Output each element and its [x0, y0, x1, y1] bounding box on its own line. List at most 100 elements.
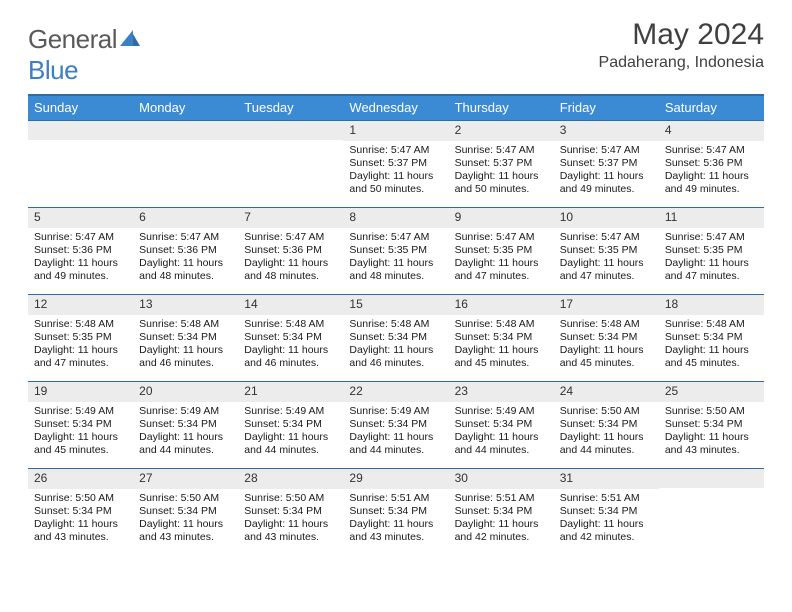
day-cell: 2Sunrise: 5:47 AMSunset: 5:37 PMDaylight…	[449, 121, 554, 207]
day-body: Sunrise: 5:47 AMSunset: 5:36 PMDaylight:…	[238, 228, 343, 288]
day-body: Sunrise: 5:49 AMSunset: 5:34 PMDaylight:…	[449, 402, 554, 462]
daylight-line1: Daylight: 11 hours	[34, 518, 127, 531]
daylight-line1: Daylight: 11 hours	[560, 257, 653, 270]
daylight-line1: Daylight: 11 hours	[139, 257, 232, 270]
daylight-line1: Daylight: 11 hours	[244, 431, 337, 444]
daylight-line1: Daylight: 11 hours	[560, 518, 653, 531]
sunrise-text: Sunrise: 5:51 AM	[560, 492, 653, 505]
day-number: 18	[659, 295, 764, 315]
daylight-line2: and 49 minutes.	[34, 270, 127, 283]
sunrise-text: Sunrise: 5:48 AM	[560, 318, 653, 331]
day-number: 8	[343, 208, 448, 228]
day-cell	[238, 121, 343, 207]
daylight-line2: and 49 minutes.	[665, 183, 758, 196]
sunrise-text: Sunrise: 5:51 AM	[349, 492, 442, 505]
logo-word-1: General	[28, 24, 117, 54]
day-number: 21	[238, 382, 343, 402]
day-cell: 23Sunrise: 5:49 AMSunset: 5:34 PMDayligh…	[449, 382, 554, 468]
day-body: Sunrise: 5:47 AMSunset: 5:35 PMDaylight:…	[343, 228, 448, 288]
day-body: Sunrise: 5:49 AMSunset: 5:34 PMDaylight:…	[28, 402, 133, 462]
sunset-text: Sunset: 5:34 PM	[560, 331, 653, 344]
daylight-line1: Daylight: 11 hours	[349, 344, 442, 357]
sunrise-text: Sunrise: 5:48 AM	[665, 318, 758, 331]
daylight-line2: and 43 minutes.	[244, 531, 337, 544]
sunset-text: Sunset: 5:34 PM	[560, 505, 653, 518]
day-cell: 12Sunrise: 5:48 AMSunset: 5:35 PMDayligh…	[28, 295, 133, 381]
day-cell: 30Sunrise: 5:51 AMSunset: 5:34 PMDayligh…	[449, 469, 554, 555]
daylight-line2: and 43 minutes.	[665, 444, 758, 457]
sunrise-text: Sunrise: 5:47 AM	[244, 231, 337, 244]
day-number: 9	[449, 208, 554, 228]
day-cell: 6Sunrise: 5:47 AMSunset: 5:36 PMDaylight…	[133, 208, 238, 294]
daylight-line2: and 44 minutes.	[560, 444, 653, 457]
daylight-line1: Daylight: 11 hours	[244, 257, 337, 270]
day-cell: 22Sunrise: 5:49 AMSunset: 5:34 PMDayligh…	[343, 382, 448, 468]
day-number: 10	[554, 208, 659, 228]
day-cell	[659, 469, 764, 555]
daylight-line2: and 42 minutes.	[455, 531, 548, 544]
day-number	[238, 121, 343, 140]
sunrise-text: Sunrise: 5:49 AM	[34, 405, 127, 418]
daylight-line1: Daylight: 11 hours	[244, 518, 337, 531]
day-header-thu: Thursday	[449, 96, 554, 120]
daylight-line2: and 43 minutes.	[139, 531, 232, 544]
sunrise-text: Sunrise: 5:47 AM	[349, 231, 442, 244]
daylight-line1: Daylight: 11 hours	[560, 170, 653, 183]
week-row: 26Sunrise: 5:50 AMSunset: 5:34 PMDayligh…	[28, 468, 764, 555]
daylight-line1: Daylight: 11 hours	[139, 344, 232, 357]
day-number: 20	[133, 382, 238, 402]
sunset-text: Sunset: 5:34 PM	[455, 418, 548, 431]
day-header-fri: Friday	[554, 96, 659, 120]
day-body: Sunrise: 5:51 AMSunset: 5:34 PMDaylight:…	[554, 489, 659, 549]
day-header-row: Sunday Monday Tuesday Wednesday Thursday…	[28, 96, 764, 120]
daylight-line1: Daylight: 11 hours	[349, 170, 442, 183]
sunset-text: Sunset: 5:35 PM	[455, 244, 548, 257]
daylight-line2: and 48 minutes.	[349, 270, 442, 283]
daylight-line2: and 45 minutes.	[34, 444, 127, 457]
sunset-text: Sunset: 5:34 PM	[349, 331, 442, 344]
day-body: Sunrise: 5:47 AMSunset: 5:35 PMDaylight:…	[554, 228, 659, 288]
daylight-line1: Daylight: 11 hours	[455, 431, 548, 444]
sunset-text: Sunset: 5:34 PM	[139, 505, 232, 518]
sunrise-text: Sunrise: 5:47 AM	[139, 231, 232, 244]
day-number	[659, 469, 764, 488]
week-row: 1Sunrise: 5:47 AMSunset: 5:37 PMDaylight…	[28, 120, 764, 207]
sunset-text: Sunset: 5:36 PM	[34, 244, 127, 257]
daylight-line2: and 43 minutes.	[34, 531, 127, 544]
sunrise-text: Sunrise: 5:49 AM	[455, 405, 548, 418]
daylight-line2: and 47 minutes.	[665, 270, 758, 283]
location-label: Padaherang, Indonesia	[599, 54, 764, 72]
daylight-line1: Daylight: 11 hours	[560, 344, 653, 357]
logo: GeneralBlue	[28, 24, 141, 86]
sunrise-text: Sunrise: 5:50 AM	[665, 405, 758, 418]
day-cell: 26Sunrise: 5:50 AMSunset: 5:34 PMDayligh…	[28, 469, 133, 555]
day-cell: 15Sunrise: 5:48 AMSunset: 5:34 PMDayligh…	[343, 295, 448, 381]
sail-icon	[119, 24, 141, 55]
sunrise-text: Sunrise: 5:47 AM	[665, 144, 758, 157]
day-body: Sunrise: 5:47 AMSunset: 5:35 PMDaylight:…	[449, 228, 554, 288]
day-number: 30	[449, 469, 554, 489]
daylight-line1: Daylight: 11 hours	[34, 431, 127, 444]
sunset-text: Sunset: 5:34 PM	[244, 505, 337, 518]
day-cell: 17Sunrise: 5:48 AMSunset: 5:34 PMDayligh…	[554, 295, 659, 381]
daylight-line1: Daylight: 11 hours	[665, 344, 758, 357]
daylight-line1: Daylight: 11 hours	[560, 431, 653, 444]
sunset-text: Sunset: 5:34 PM	[244, 418, 337, 431]
day-body: Sunrise: 5:48 AMSunset: 5:34 PMDaylight:…	[449, 315, 554, 375]
day-number: 16	[449, 295, 554, 315]
daylight-line2: and 47 minutes.	[455, 270, 548, 283]
sunrise-text: Sunrise: 5:48 AM	[455, 318, 548, 331]
daylight-line2: and 46 minutes.	[244, 357, 337, 370]
day-body: Sunrise: 5:47 AMSunset: 5:37 PMDaylight:…	[554, 141, 659, 201]
daylight-line2: and 48 minutes.	[139, 270, 232, 283]
day-body: Sunrise: 5:51 AMSunset: 5:34 PMDaylight:…	[449, 489, 554, 549]
day-number: 19	[28, 382, 133, 402]
day-body: Sunrise: 5:47 AMSunset: 5:37 PMDaylight:…	[343, 141, 448, 201]
sunrise-text: Sunrise: 5:50 AM	[244, 492, 337, 505]
daylight-line1: Daylight: 11 hours	[455, 344, 548, 357]
sunset-text: Sunset: 5:35 PM	[349, 244, 442, 257]
day-number: 22	[343, 382, 448, 402]
day-header-tue: Tuesday	[238, 96, 343, 120]
sunset-text: Sunset: 5:36 PM	[665, 157, 758, 170]
daylight-line2: and 46 minutes.	[139, 357, 232, 370]
